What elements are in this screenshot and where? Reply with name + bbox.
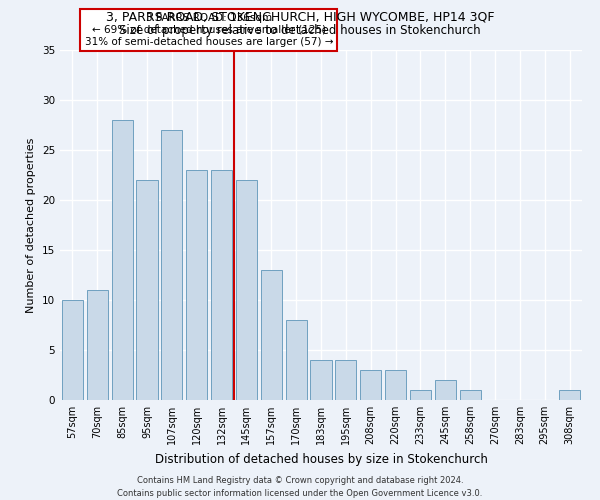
Bar [161, 130, 182, 400]
Bar [112, 120, 133, 400]
Bar [186, 170, 207, 400]
Bar [62, 300, 83, 400]
Text: Size of property relative to detached houses in Stokenchurch: Size of property relative to detached ho… [119, 24, 481, 37]
Bar [559, 390, 580, 400]
Bar [385, 370, 406, 400]
Text: 3, PARRS ROAD, STOKENCHURCH, HIGH WYCOMBE, HP14 3QF: 3, PARRS ROAD, STOKENCHURCH, HIGH WYCOMB… [106, 11, 494, 24]
Bar [310, 360, 332, 400]
Bar [211, 170, 232, 400]
Bar [460, 390, 481, 400]
Bar [286, 320, 307, 400]
Bar [410, 390, 431, 400]
Text: 3 PARRS ROAD: 136sqm
← 69% of detached houses are smaller (125)
31% of semi-deta: 3 PARRS ROAD: 136sqm ← 69% of detached h… [85, 14, 333, 46]
Bar [435, 380, 456, 400]
Bar [236, 180, 257, 400]
Bar [87, 290, 108, 400]
Y-axis label: Number of detached properties: Number of detached properties [26, 138, 37, 312]
Bar [261, 270, 282, 400]
Bar [335, 360, 356, 400]
Bar [360, 370, 381, 400]
Bar [136, 180, 158, 400]
Text: Contains HM Land Registry data © Crown copyright and database right 2024.
Contai: Contains HM Land Registry data © Crown c… [118, 476, 482, 498]
X-axis label: Distribution of detached houses by size in Stokenchurch: Distribution of detached houses by size … [155, 452, 487, 466]
